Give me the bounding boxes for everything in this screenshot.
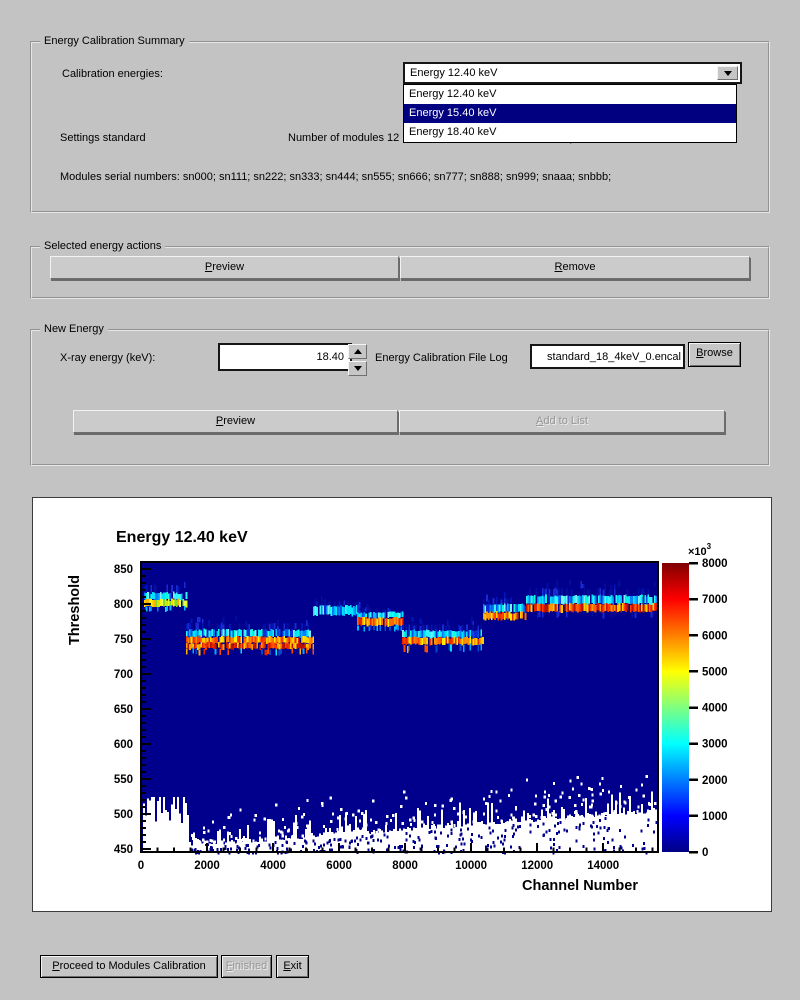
dropdown-option-2[interactable]: Energy 15.40 keV	[404, 104, 736, 123]
svg-text:2000: 2000	[702, 775, 728, 787]
remove-selected-button[interactable]: Remove	[400, 256, 750, 279]
preview-selected-button[interactable]: Preview	[50, 256, 399, 279]
threshold-scan-heatmap: 450 500 550 600 650 700 750 800 850 0 2000 4000 6000…	[33, 498, 771, 912]
file-log-value: standard_18_4keV_0.encal	[547, 350, 681, 363]
svg-text:10000: 10000	[455, 860, 487, 872]
spin-down-button[interactable]	[348, 361, 367, 376]
svg-text:650: 650	[114, 704, 133, 716]
svg-text:×103: ×103	[688, 542, 712, 558]
dropdown-option-1[interactable]: Energy 12.40 keV	[409, 88, 497, 100]
chevron-down-icon	[723, 70, 732, 76]
new-energy-group-title: New Energy	[40, 323, 108, 335]
settings-standard-label: Settings standard	[60, 132, 146, 144]
svg-text:800: 800	[114, 599, 133, 611]
svg-text:750: 750	[114, 634, 133, 646]
calibration-energies-dropdown: Energy 12.40 keV Energy 15.40 keV Energy…	[403, 84, 737, 143]
svg-text:4000: 4000	[260, 860, 286, 872]
finished-button[interactable]: Finished	[221, 955, 272, 978]
svg-text:500: 500	[114, 809, 133, 821]
svg-text:600: 600	[114, 739, 133, 751]
dropdown-option-3[interactable]: Energy 18.40 keV	[409, 126, 497, 138]
svg-text:Energy 12.40 keV: Energy 12.40 keV	[116, 529, 248, 546]
calibration-energies-combobox[interactable]: Energy 12.40 keV	[403, 62, 742, 84]
svg-text:2000: 2000	[194, 860, 220, 872]
add-to-list-button[interactable]: Add to List	[399, 410, 725, 433]
summary-groupbox: Energy Calibration Summary	[30, 35, 770, 213]
svg-text:Threshold: Threshold	[67, 575, 83, 645]
xray-energy-label: X-ray energy (keV):	[60, 352, 156, 364]
svg-text:550: 550	[114, 774, 133, 786]
svg-text:850: 850	[114, 564, 133, 576]
svg-text:700: 700	[114, 669, 133, 681]
preview-new-energy-button[interactable]: Preview	[73, 410, 398, 433]
svg-text:Channel Number: Channel Number	[522, 878, 638, 894]
proceed-to-modules-calibration-button[interactable]: Proceed to Modules Calibration	[40, 955, 218, 978]
svg-text:5000: 5000	[702, 666, 728, 678]
modules-serial-numbers-label: Modules serial numbers: sn000; sn111; sn…	[60, 171, 612, 183]
svg-text:450: 450	[114, 844, 133, 856]
svg-text:7000: 7000	[702, 594, 728, 606]
xray-energy-value: 18.40	[316, 351, 344, 363]
arrow-down-icon	[353, 366, 362, 371]
number-of-modules-label: Number of modules 12	[288, 132, 400, 144]
svg-text:1000: 1000	[702, 811, 728, 823]
summary-group-title: Energy Calibration Summary	[40, 35, 189, 47]
svg-text:8000: 8000	[702, 558, 728, 570]
arrow-up-icon	[353, 349, 362, 354]
file-log-label: Energy Calibration File Log	[375, 352, 508, 364]
svg-text:3000: 3000	[702, 739, 728, 751]
threshold-scan-plot-panel: 450 500 550 600 650 700 750 800 850 0 2000 4000 6000…	[32, 497, 772, 912]
spin-up-button[interactable]	[348, 344, 367, 359]
combobox-dropdown-button[interactable]	[717, 66, 738, 80]
xray-energy-spinbox[interactable]: 18.40	[218, 343, 352, 371]
svg-text:12000: 12000	[521, 860, 553, 872]
svg-text:6000: 6000	[326, 860, 352, 872]
actions-group-title: Selected energy actions	[40, 240, 166, 252]
spin-buttons	[348, 344, 367, 378]
svg-text:4000: 4000	[702, 703, 728, 715]
combobox-value: Energy 12.40 keV	[410, 67, 498, 79]
svg-text:6000: 6000	[702, 630, 728, 642]
new-energy-groupbox: New Energy	[30, 323, 770, 466]
svg-text:8000: 8000	[392, 860, 418, 872]
file-log-input[interactable]: standard_18_4keV_0.encal	[530, 344, 685, 369]
calibration-energies-label: Calibration energies:	[62, 68, 163, 80]
svg-text:14000: 14000	[587, 860, 619, 872]
browse-button[interactable]: Browse	[688, 342, 741, 367]
actions-groupbox: Selected energy actions	[30, 240, 770, 299]
svg-text:0: 0	[702, 847, 708, 859]
exit-button[interactable]: Exit	[276, 955, 309, 978]
svg-text:0: 0	[138, 860, 144, 872]
